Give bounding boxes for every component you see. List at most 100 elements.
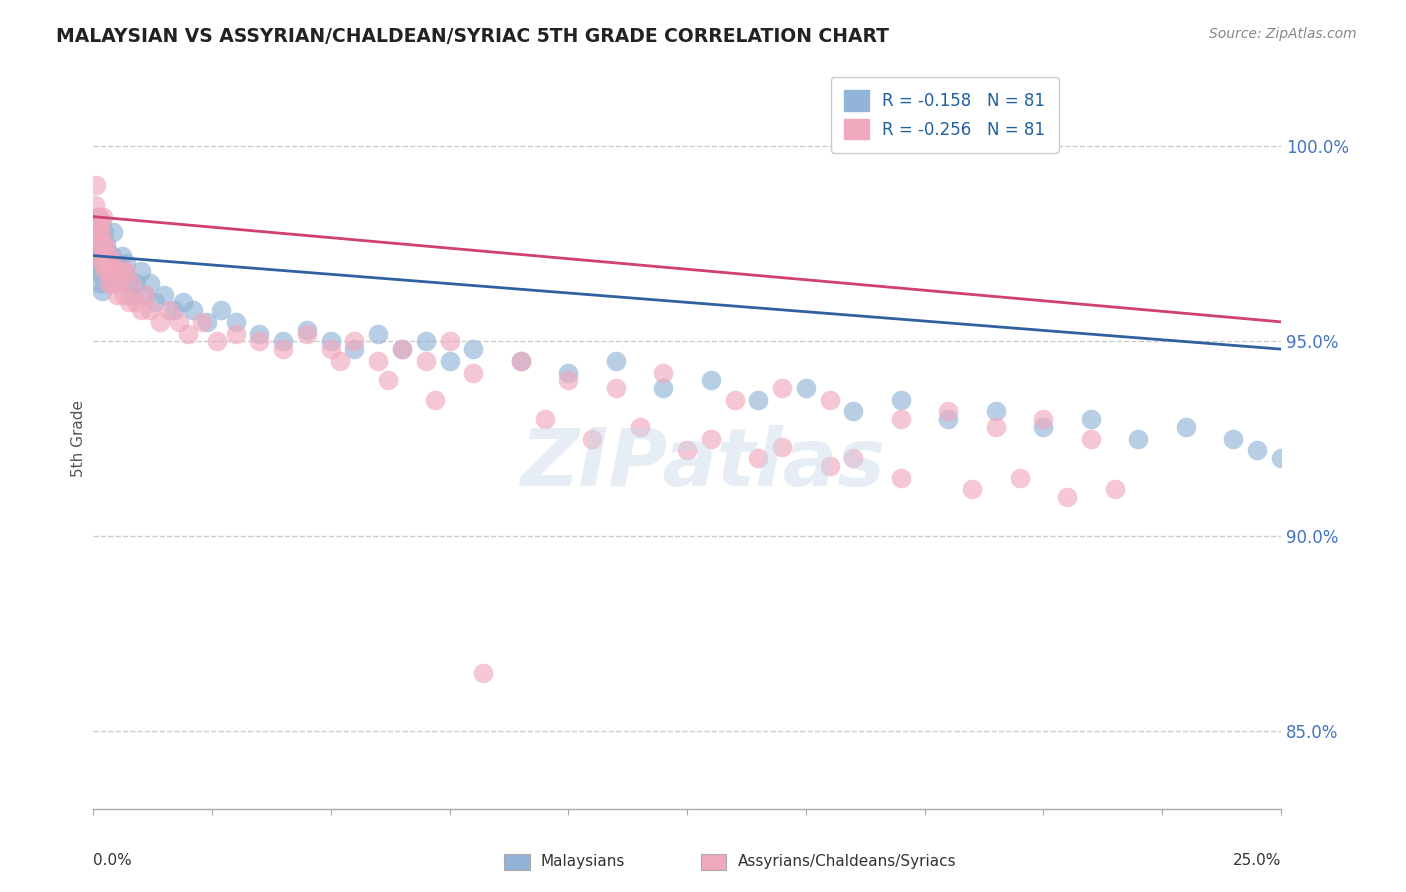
Point <box>938 412 960 426</box>
Point <box>329 354 352 368</box>
Point <box>271 334 294 349</box>
Point <box>111 249 134 263</box>
Point <box>84 249 107 263</box>
Point <box>120 276 142 290</box>
Point <box>343 334 366 349</box>
Point <box>86 218 108 232</box>
Point <box>91 233 114 247</box>
Point <box>700 373 723 387</box>
Point <box>118 276 141 290</box>
Point <box>94 264 117 278</box>
Point <box>415 354 437 368</box>
Point <box>181 303 204 318</box>
Point <box>90 256 112 270</box>
Point <box>271 342 294 356</box>
Point <box>86 264 108 278</box>
Point <box>89 276 111 290</box>
Point <box>112 287 135 301</box>
Point <box>96 256 118 270</box>
Point <box>770 440 793 454</box>
Point <box>91 236 114 251</box>
Point <box>509 354 531 368</box>
Point <box>249 334 271 349</box>
Point <box>1246 443 1268 458</box>
Point <box>91 210 114 224</box>
Point <box>153 287 176 301</box>
Point <box>90 249 112 263</box>
Point <box>108 276 131 290</box>
Point <box>211 303 233 318</box>
Point <box>101 256 124 270</box>
Point <box>700 432 723 446</box>
Point <box>87 210 110 224</box>
Point <box>205 334 228 349</box>
Point <box>463 366 485 380</box>
Point <box>87 256 110 270</box>
Point <box>377 373 399 387</box>
Point <box>129 303 152 318</box>
Point <box>93 256 115 270</box>
Point <box>890 412 912 426</box>
Point <box>93 276 115 290</box>
Point <box>100 276 122 290</box>
Point <box>149 315 172 329</box>
Point <box>125 295 148 310</box>
Point <box>581 432 603 446</box>
Point <box>295 323 318 337</box>
Point <box>770 381 793 395</box>
Point <box>94 249 117 263</box>
Text: Assyrians/Chaldeans/Syriacs: Assyrians/Chaldeans/Syriacs <box>738 855 956 869</box>
Point <box>471 665 494 680</box>
Point <box>98 256 121 270</box>
Point <box>143 295 166 310</box>
Point <box>295 326 318 341</box>
Point <box>367 326 389 341</box>
Point <box>98 249 121 263</box>
Point <box>89 236 111 251</box>
Point <box>94 236 117 251</box>
Point <box>191 315 214 329</box>
Point <box>652 381 675 395</box>
Point <box>87 225 110 239</box>
Point <box>129 264 152 278</box>
Point <box>1056 490 1078 504</box>
Point <box>343 342 366 356</box>
Point <box>112 264 135 278</box>
Point <box>676 443 699 458</box>
Point <box>463 342 485 356</box>
Text: 0.0%: 0.0% <box>93 854 132 868</box>
Point <box>723 392 745 407</box>
Point <box>125 276 148 290</box>
Point <box>157 303 180 318</box>
Point <box>93 236 115 251</box>
Point <box>172 295 194 310</box>
Point <box>167 315 190 329</box>
Point <box>90 264 112 278</box>
Point <box>890 392 912 407</box>
Point <box>90 236 112 251</box>
Point <box>86 236 108 251</box>
Point <box>108 276 131 290</box>
Point <box>89 225 111 239</box>
Point <box>367 354 389 368</box>
Point <box>391 342 413 356</box>
Point <box>91 284 114 298</box>
Point <box>101 225 124 239</box>
Point <box>890 471 912 485</box>
Point <box>938 404 960 418</box>
Point <box>628 420 651 434</box>
Point <box>96 264 118 278</box>
Point <box>1080 432 1102 446</box>
Point <box>101 249 124 263</box>
Point <box>557 366 579 380</box>
Point <box>842 404 865 418</box>
Point <box>391 342 413 356</box>
Point <box>86 218 108 232</box>
Point <box>439 334 461 349</box>
Point <box>818 458 841 473</box>
Point <box>1222 432 1244 446</box>
Point <box>225 326 247 341</box>
Point <box>249 326 271 341</box>
Point <box>425 392 447 407</box>
Point <box>1174 420 1197 434</box>
